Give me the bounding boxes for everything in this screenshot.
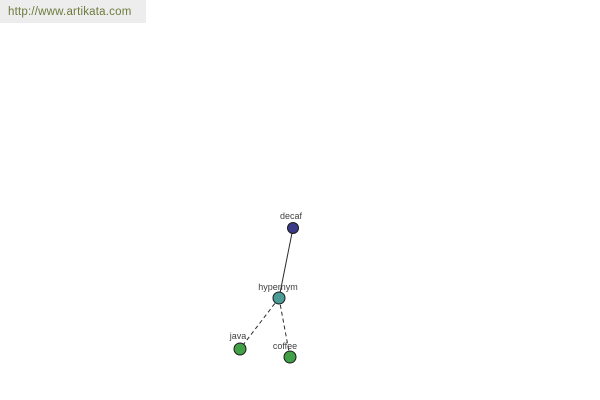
graph-node-label-hypernym: hypernym (258, 282, 298, 292)
graph-node-label-java: java (229, 331, 247, 341)
url-text: http://www.artikata.com (8, 5, 132, 18)
graph-node-coffee[interactable] (283, 350, 297, 364)
url-bar: http://www.artikata.com (0, 0, 146, 23)
graph-node-java[interactable] (233, 342, 247, 356)
graph-node-label-decaf: decaf (280, 211, 303, 221)
graph-node-hypernym[interactable] (272, 291, 286, 305)
edge-hypernym-coffee-dashed (278, 297, 291, 358)
graph-node-decaf[interactable] (287, 222, 299, 234)
edge-decaf-hypernym-solid (278, 227, 294, 299)
graph-node-label-coffee: coffee (273, 341, 297, 351)
edge-hypernym-java-dashed (239, 297, 280, 350)
